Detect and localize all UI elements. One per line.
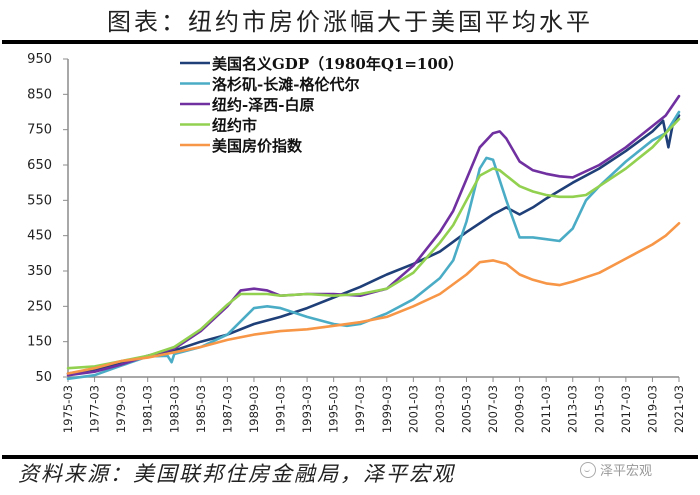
watermark-text: 泽平宏观 <box>600 464 653 479</box>
x-tick-label: 1993-03 <box>300 385 314 433</box>
y-tick-label: 50 <box>35 370 52 385</box>
x-tick-label: 2007-03 <box>486 385 500 433</box>
x-tick-label: 2005-03 <box>459 385 473 433</box>
x-tick-label: 1979-03 <box>114 385 128 433</box>
series-line-4 <box>66 222 681 375</box>
axes: 50 150 250 350 450 550 650 750 850 950 1975-03 1977… <box>27 52 686 433</box>
x-tick-label: 1983-03 <box>167 385 181 433</box>
y-tick-label: 450 <box>27 229 52 244</box>
watermark: 泽平宏观 <box>580 460 652 479</box>
y-tick-label: 750 <box>27 123 52 138</box>
series-line-1 <box>66 110 681 381</box>
series-line-0 <box>66 114 681 375</box>
legend-label: 美国房价指数 <box>212 137 303 155</box>
source-note: 资料来源：美国联邦住房金融局，泽平宏观 <box>18 462 455 486</box>
x-tick-label: 1987-03 <box>220 385 234 433</box>
x-tick-label: 2013-03 <box>566 385 580 433</box>
top-divider <box>2 40 698 44</box>
x-tick-label: 1999-03 <box>380 385 394 433</box>
bottom-divider <box>2 455 698 459</box>
x-tick-label: 1975-03 <box>61 385 75 433</box>
line-chart: 50 150 250 350 450 550 650 750 850 950 1975-03 1977… <box>27 52 686 433</box>
y-tick-label: 350 <box>27 264 52 279</box>
legend-label: 美国名义GDP（1980年Q1=100） <box>212 55 463 73</box>
x-tick-label: 2011-03 <box>539 385 553 433</box>
y-tick-label: 950 <box>27 52 52 67</box>
x-tick-label: 2017-03 <box>619 385 633 433</box>
legend-label: 纽约市 <box>212 117 257 135</box>
series-line-3 <box>66 117 681 370</box>
x-tick-label: 1989-03 <box>247 385 261 433</box>
x-tick-label: 1981-03 <box>141 385 155 433</box>
chart-title: 图表：纽约市房价涨幅大于美国平均水平 <box>107 8 593 36</box>
y-tick-label: 850 <box>27 87 52 102</box>
y-tick-label: 150 <box>27 335 52 350</box>
y-tick-label: 550 <box>27 193 52 208</box>
x-tick-label: 2019-03 <box>645 385 659 433</box>
x-tick-label: 2001-03 <box>406 385 420 433</box>
legend-label: 纽约-泽西-白原 <box>212 96 314 114</box>
wechat-icon <box>580 461 596 478</box>
legend: 美国名义GDP（1980年Q1=100） 洛杉矶-长滩-格伦代尔纽约-泽西-白原纽… <box>180 55 463 155</box>
x-tick-label: 1997-03 <box>353 385 367 433</box>
series-line-2 <box>66 94 681 377</box>
x-tick-label: 2015-03 <box>592 385 606 433</box>
x-tick-label: 1991-03 <box>274 385 288 433</box>
x-tick-label: 1995-03 <box>327 385 341 433</box>
x-tick-label: 2021-03 <box>672 385 686 433</box>
x-tick-label: 1977-03 <box>88 385 102 433</box>
y-tick-label: 650 <box>27 158 52 173</box>
legend-label: 洛杉矶-长滩-格伦代尔 <box>212 76 359 94</box>
x-tick-label: 2003-03 <box>433 385 447 433</box>
y-tick-label: 250 <box>27 299 52 314</box>
series-layer <box>66 94 681 381</box>
x-tick-label: 1985-03 <box>194 385 208 433</box>
x-tick-label: 2009-03 <box>513 385 527 433</box>
